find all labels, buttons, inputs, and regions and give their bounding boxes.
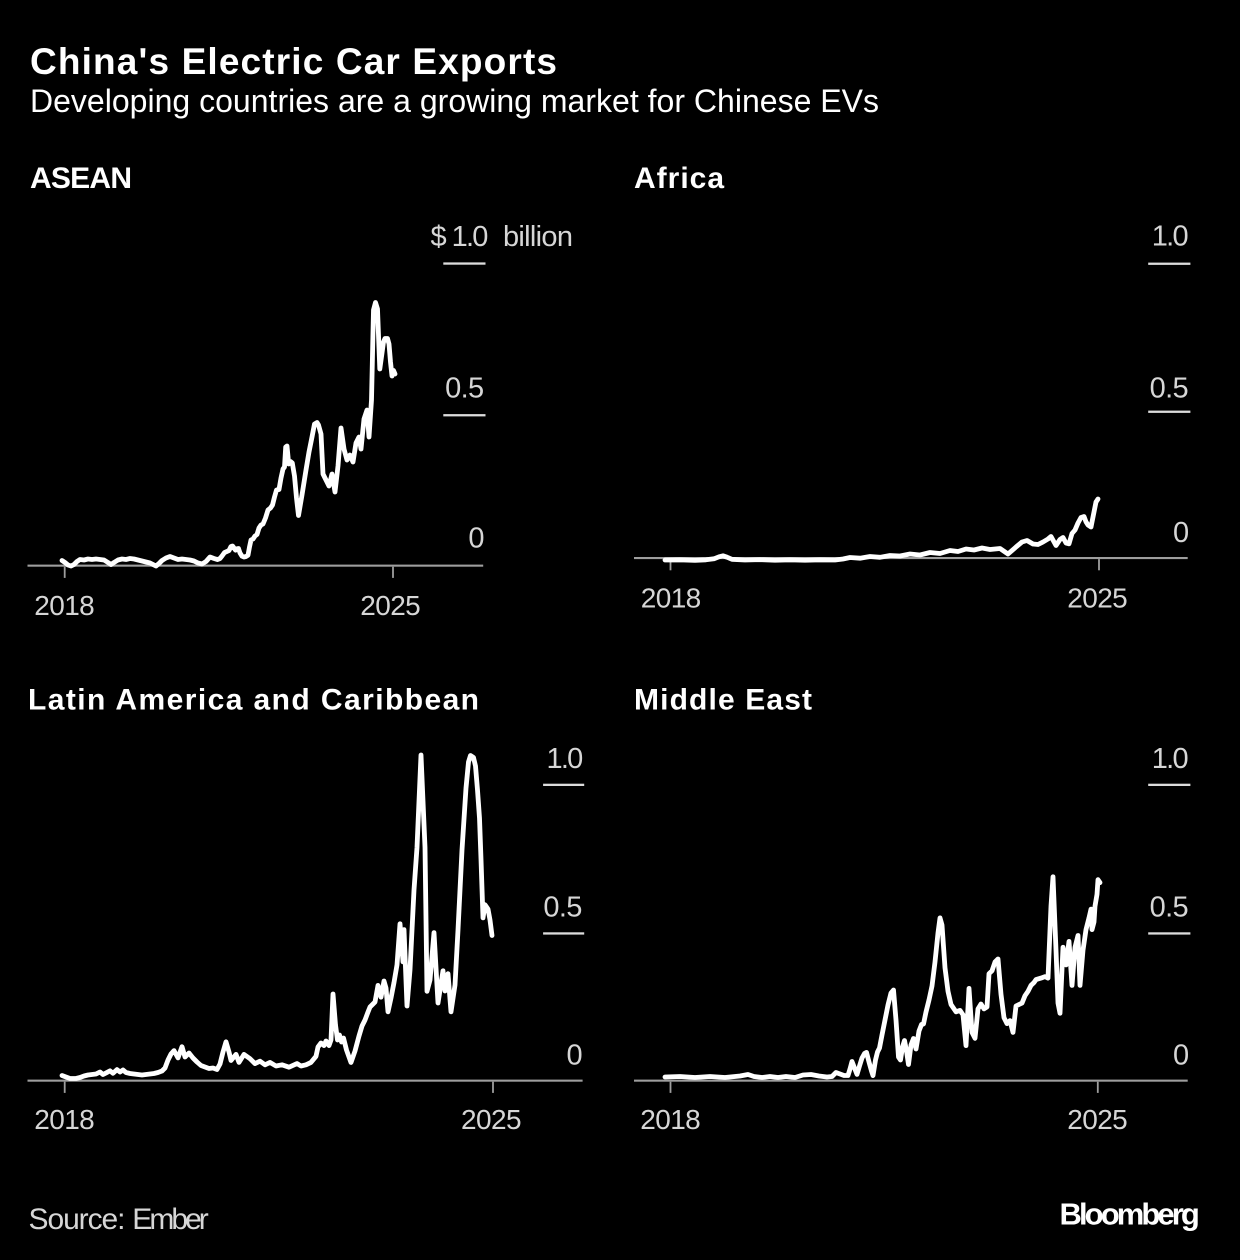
svg-text:1.0: 1.0 (547, 743, 584, 775)
svg-text:Bloomberg: Bloomberg (1060, 1197, 1200, 1232)
svg-text:0.5: 0.5 (543, 892, 582, 924)
svg-text:ASEAN: ASEAN (30, 162, 132, 195)
svg-text:0: 0 (1173, 517, 1189, 549)
svg-text:2025: 2025 (1067, 1104, 1128, 1135)
svg-text:2018: 2018 (34, 1104, 95, 1135)
svg-text:billion: billion (503, 221, 573, 253)
svg-text:Latin America and Caribbean: Latin America and Caribbean (28, 684, 479, 717)
svg-text:1.0: 1.0 (452, 221, 489, 253)
svg-text:0.5: 0.5 (1150, 372, 1189, 404)
svg-text:2018: 2018 (34, 590, 95, 621)
svg-text:2018: 2018 (641, 583, 702, 614)
svg-text:2025: 2025 (461, 1104, 522, 1135)
svg-text:$: $ (431, 221, 447, 253)
svg-text:2018: 2018 (640, 1104, 701, 1135)
svg-text:Ember: Ember (132, 1203, 209, 1236)
svg-text:2025: 2025 (360, 590, 421, 621)
svg-text:Developing countries are a gro: Developing countries are a growing marke… (30, 83, 879, 119)
svg-text:Source:: Source: (29, 1203, 126, 1236)
svg-text:2025: 2025 (1067, 583, 1128, 614)
svg-text:0.5: 0.5 (1150, 892, 1189, 924)
svg-text:China's Electric Car Exports: China's Electric Car Exports (30, 41, 557, 82)
svg-text:0.5: 0.5 (445, 373, 484, 405)
svg-text:1.0: 1.0 (1152, 743, 1189, 775)
svg-text:1.0: 1.0 (1152, 221, 1189, 253)
svg-text:Middle East: Middle East (634, 684, 812, 717)
svg-text:0: 0 (468, 522, 484, 554)
svg-text:Africa: Africa (634, 162, 724, 195)
svg-text:0: 0 (566, 1040, 582, 1072)
svg-text:0: 0 (1173, 1040, 1189, 1072)
